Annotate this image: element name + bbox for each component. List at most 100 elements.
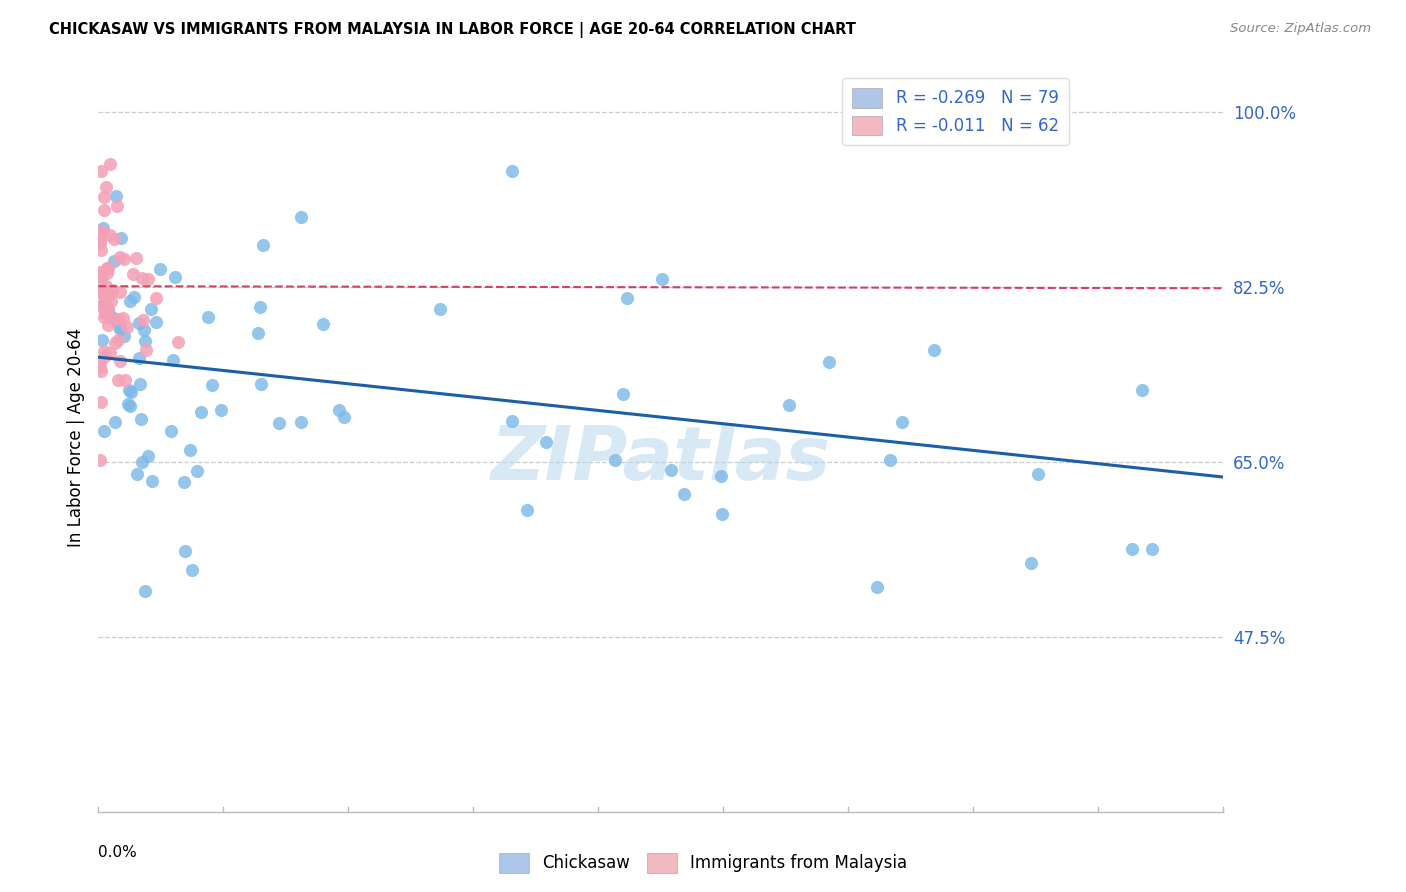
Point [136, 272, 159, 286]
Point [131, 455, 153, 469]
Point [865, 580, 887, 594]
Point [105, 189, 128, 203]
Point [516, 503, 538, 517]
Point [89, 236, 111, 251]
Point [96, 266, 118, 280]
Legend: R = -0.269   N = 79, R = -0.011   N = 62: R = -0.269 N = 79, R = -0.011 N = 62 [842, 78, 1069, 145]
Point [89, 277, 111, 292]
Point [110, 285, 132, 299]
Point [711, 507, 734, 521]
Point [118, 294, 141, 309]
Point [89, 453, 111, 467]
Point [93, 344, 115, 359]
Point [110, 320, 132, 334]
Point [97, 285, 120, 300]
Point [97, 302, 120, 317]
Point [89, 285, 111, 299]
Point [90, 299, 112, 313]
Point [165, 269, 187, 284]
Point [128, 351, 150, 366]
Point [174, 543, 197, 558]
Point [112, 252, 135, 266]
Point [879, 452, 901, 467]
Point [93, 220, 115, 235]
Point [100, 293, 122, 308]
Point [96, 291, 118, 305]
Point [190, 404, 212, 418]
Point [89, 224, 111, 238]
Point [94, 350, 117, 364]
Point [93, 305, 115, 319]
Point [93, 424, 115, 438]
Point [110, 231, 132, 245]
Point [145, 291, 167, 305]
Point [659, 463, 682, 477]
Point [1140, 541, 1163, 556]
Legend: Chickasaw, Immigrants from Malaysia: Chickasaw, Immigrants from Malaysia [492, 847, 914, 880]
Point [108, 250, 131, 264]
Point [1026, 467, 1049, 482]
Point [98, 157, 121, 171]
Point [118, 383, 141, 397]
Point [91, 269, 114, 284]
Point [1121, 541, 1143, 556]
Point [118, 399, 141, 413]
Point [97, 260, 120, 275]
Point [89, 355, 111, 369]
Point [267, 416, 290, 430]
Point [922, 343, 945, 357]
Point [605, 453, 627, 467]
Point [1019, 556, 1042, 570]
Point [90, 243, 112, 257]
Point [651, 272, 673, 286]
Point [104, 335, 127, 350]
Point [179, 443, 201, 458]
Point [93, 190, 115, 204]
Point [89, 233, 111, 247]
Point [127, 467, 149, 481]
Point [91, 286, 114, 301]
Point [249, 300, 271, 314]
Text: ZIPatlas: ZIPatlas [491, 423, 831, 496]
Text: CHICKASAW VS IMMIGRANTS FROM MALAYSIA IN LABOR FORCE | AGE 20-64 CORRELATION CHA: CHICKASAW VS IMMIGRANTS FROM MALAYSIA IN… [49, 22, 856, 38]
Point [128, 377, 150, 392]
Point [149, 262, 172, 277]
Point [247, 326, 270, 341]
Point [132, 323, 155, 337]
Point [125, 251, 148, 265]
Point [101, 311, 124, 326]
Point [891, 416, 914, 430]
Point [1130, 383, 1153, 397]
Point [162, 352, 184, 367]
Y-axis label: In Labor Force | Age 20-64: In Labor Force | Age 20-64 [66, 327, 84, 547]
Point [90, 395, 112, 409]
Point [429, 302, 451, 317]
Point [134, 334, 156, 348]
Point [112, 329, 135, 343]
Point [501, 163, 523, 178]
Point [98, 346, 121, 360]
Point [138, 450, 160, 464]
Point [115, 319, 138, 334]
Point [93, 225, 115, 239]
Point [111, 311, 134, 326]
Text: 0.0%: 0.0% [98, 846, 138, 861]
Point [616, 291, 638, 305]
Point [100, 228, 122, 243]
Point [201, 377, 224, 392]
Point [90, 164, 112, 178]
Point [131, 271, 153, 285]
Point [89, 359, 111, 374]
Point [89, 265, 111, 279]
Point [129, 411, 152, 425]
Point [145, 315, 167, 329]
Point [96, 260, 118, 275]
Point [312, 317, 335, 331]
Point [173, 475, 195, 490]
Point [710, 468, 733, 483]
Point [141, 474, 163, 488]
Point [90, 364, 112, 378]
Point [105, 199, 128, 213]
Point [186, 464, 208, 478]
Point [103, 253, 125, 268]
